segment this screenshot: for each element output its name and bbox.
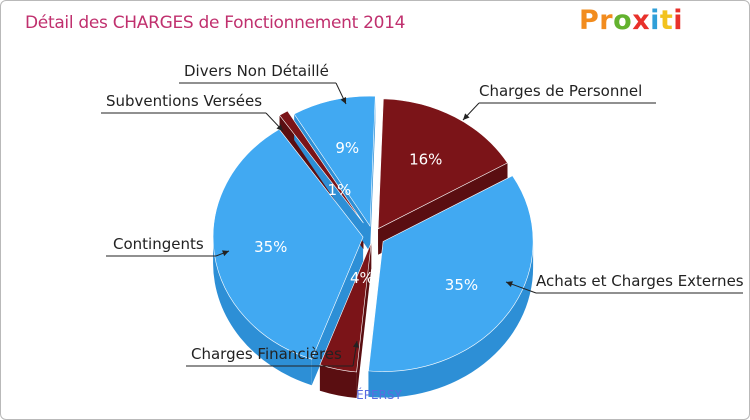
logo-letter: o <box>613 5 633 36</box>
slice-label: Contingents <box>113 235 204 253</box>
slice-label: Subventions Versées <box>106 92 262 110</box>
city-name: ÉPERSY <box>356 387 402 402</box>
slice-label: Achats et Charges Externes <box>536 272 744 290</box>
slice-side <box>368 241 534 398</box>
percent-label: 9% <box>335 139 359 157</box>
percent-label: 4% <box>350 269 374 287</box>
arrow-icon <box>340 97 347 104</box>
arrow-icon <box>352 341 360 348</box>
arrow-icon <box>222 250 229 257</box>
logo-letter: i <box>673 5 684 36</box>
proxiti-logo[interactable]: Proxiti <box>579 5 683 36</box>
pie-slice[interactable] <box>368 175 534 372</box>
percent-label: 35% <box>445 276 478 294</box>
pie-slice[interactable] <box>377 98 508 230</box>
percent-label: 1% <box>328 181 352 199</box>
logo-letter: t <box>659 5 674 36</box>
leader-lines: Charges de Personnel Achats et Charges Ex… <box>101 62 744 367</box>
logo-letter: r <box>599 5 614 36</box>
logo-letter: P <box>579 5 600 36</box>
arrow-icon <box>506 281 513 288</box>
slice-label: Charges Financières <box>191 345 342 363</box>
percent-label: 35% <box>254 238 287 256</box>
arrow-icon <box>463 113 470 120</box>
slice-label: Divers Non Détaillé <box>184 62 329 80</box>
slice-side <box>319 364 357 399</box>
logo-letter: i <box>650 5 660 36</box>
slice-wall <box>356 242 372 399</box>
slice-tops <box>212 95 534 373</box>
logo-letter: x <box>632 5 651 36</box>
pie-slice[interactable] <box>319 242 372 373</box>
chart-title: Détail des CHARGES de Fonctionnement 201… <box>25 13 406 33</box>
pie-slice[interactable] <box>293 95 376 228</box>
slice-side <box>213 237 312 386</box>
slice-label: Charges de Personnel <box>479 82 642 100</box>
pie-slice[interactable] <box>212 128 364 360</box>
percent-labels: 16% 35% 4% 35% 1% 9% <box>254 139 478 294</box>
arrow-icon <box>276 124 283 131</box>
pie-slice[interactable] <box>279 110 364 224</box>
slice-wall <box>311 237 364 386</box>
percent-label: 16% <box>409 150 442 168</box>
